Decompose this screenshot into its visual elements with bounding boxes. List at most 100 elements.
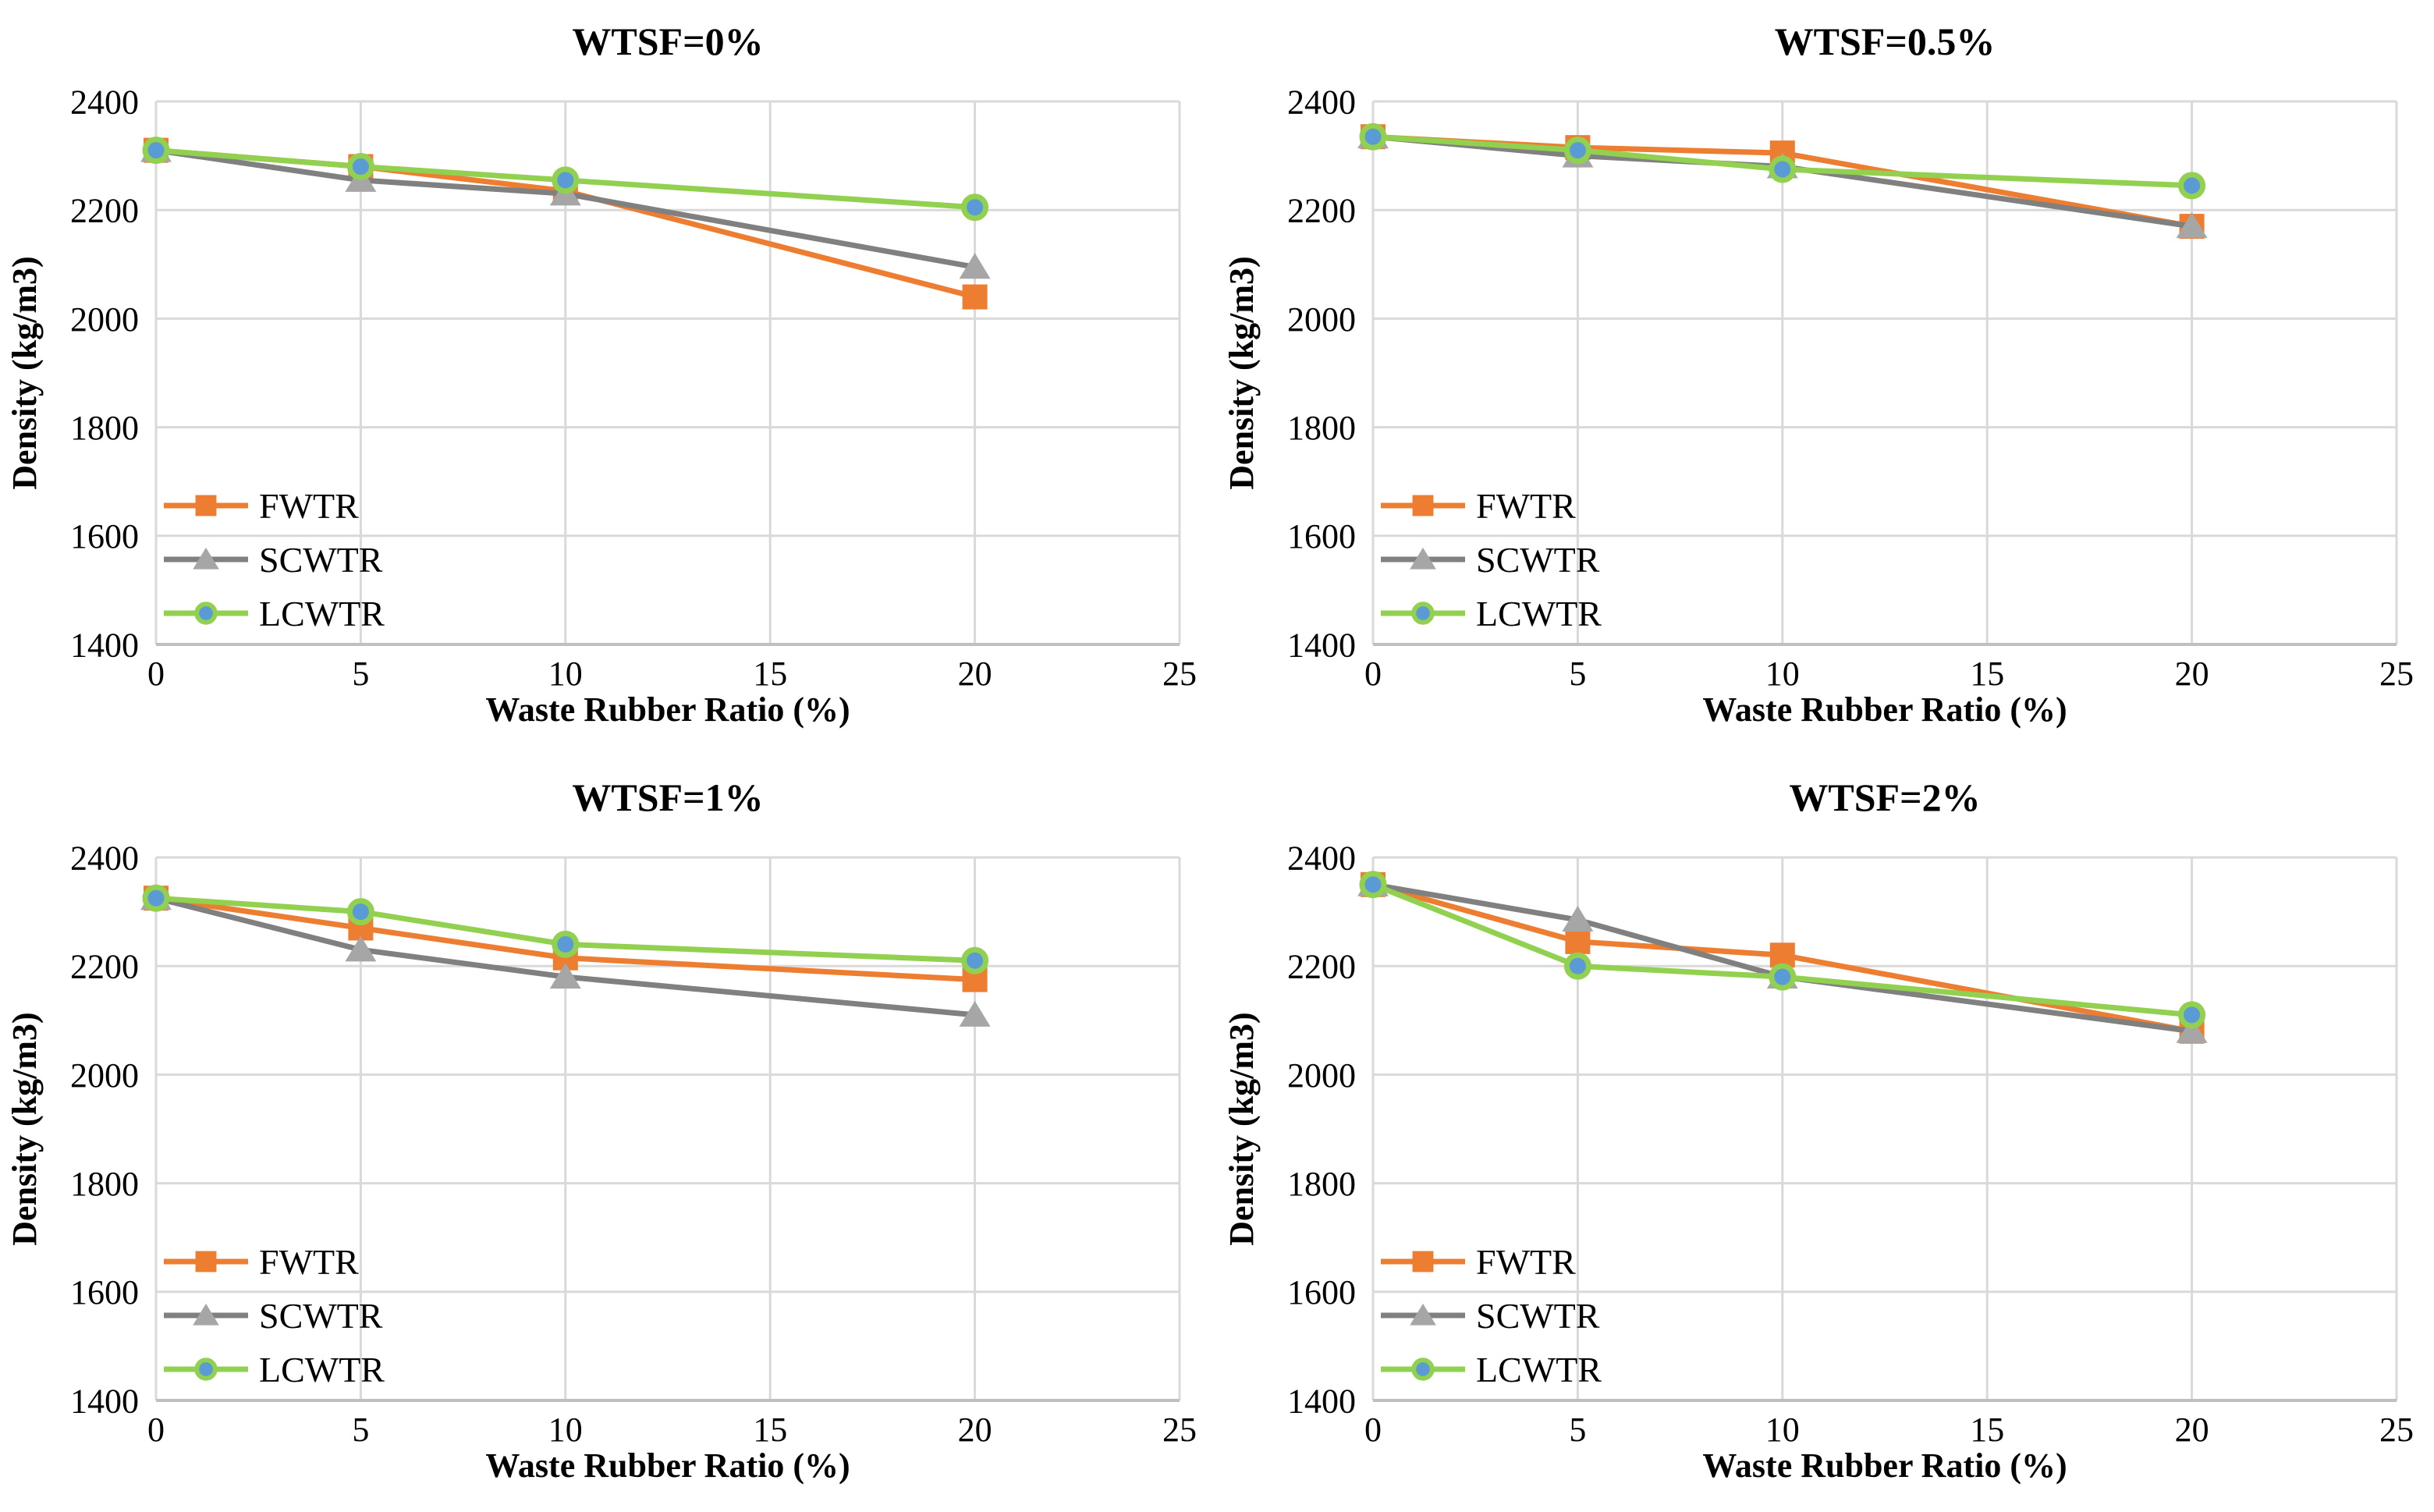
x-tick-label: 5 xyxy=(352,1411,369,1449)
marker-lcwtr xyxy=(552,166,580,194)
marker-scwtr xyxy=(2176,212,2208,239)
x-axis-title: Waste Rubber Ratio (%) xyxy=(485,690,850,729)
marker-lcwtr xyxy=(142,884,170,912)
marker-lcwtr xyxy=(961,193,989,222)
x-tick-label: 10 xyxy=(1765,655,1800,693)
y-tick-label: 1800 xyxy=(70,409,139,447)
y-tick-label: 2200 xyxy=(1287,192,1356,230)
x-axis-title: Waste Rubber Ratio (%) xyxy=(485,1446,850,1485)
y-tick-label: 2200 xyxy=(70,948,139,986)
series-line-lcwtr xyxy=(155,895,975,964)
chart-panel-wtsf-2: 1400 1600 1800 2000 2200 2400 0 5 10 15 20 25 WTSF=2… xyxy=(1217,756,2434,1512)
x-tick-label: 25 xyxy=(2379,655,2414,693)
y-tick-label: 2000 xyxy=(70,300,139,339)
legend-item-fwtr: FWTR xyxy=(1381,1242,1576,1282)
marker-lcwtr xyxy=(1359,122,1387,151)
marker-scwtr xyxy=(345,935,377,962)
legend-marker xyxy=(1411,1358,1435,1381)
y-tick-label: 1600 xyxy=(1287,1273,1356,1311)
legend-marker xyxy=(1410,1303,1436,1326)
y-tick-label: 1600 xyxy=(70,1273,139,1311)
legend-label: LCWTR xyxy=(1476,1350,1602,1390)
chart-svg-wtsf-0: 1400 1600 1800 2000 2200 2400 0 5 10 15 20 25 WTSF=0… xyxy=(5,20,1197,729)
y-tick-label: 2200 xyxy=(1287,948,1356,986)
marker-lcwtr xyxy=(142,137,170,165)
marker-fwtr xyxy=(962,284,988,310)
legend-label: SCWTR xyxy=(1476,540,1600,580)
y-tick-label: 2400 xyxy=(70,839,139,877)
legend-item-scwtr: SCWTR xyxy=(1381,540,1600,580)
x-tick-label: 0 xyxy=(1364,1411,1382,1449)
x-tick-label: 20 xyxy=(958,655,992,693)
marker-fwtr xyxy=(1565,928,1591,954)
x-axis-title: Waste Rubber Ratio (%) xyxy=(1702,1446,2067,1485)
y-axis-title: Density (kg/m3) xyxy=(1222,1012,1261,1245)
chart-svg-wtsf-0-5: 1400 1600 1800 2000 2200 2400 0 5 10 15 20 25 WTSF=0… xyxy=(1222,20,2414,729)
y-tick-label: 2400 xyxy=(1287,83,1356,121)
legend-marker xyxy=(194,1358,218,1381)
series-line-lcwtr xyxy=(1372,133,2192,189)
x-tick-label: 15 xyxy=(1970,1411,2004,1449)
legend-label: LCWTR xyxy=(1476,594,1602,634)
x-tick-label: 5 xyxy=(352,655,369,693)
chart-panel-wtsf-0-5: 1400 1600 1800 2000 2200 2400 0 5 10 15 20 25 WTSF=0… xyxy=(1217,0,2434,756)
legend-marker xyxy=(195,495,217,516)
y-tick-label: 1800 xyxy=(1287,1165,1356,1203)
marker-lcwtr xyxy=(346,898,374,926)
x-tick-label: 10 xyxy=(548,655,583,693)
legend-marker xyxy=(195,1251,217,1272)
marker-lcwtr xyxy=(2178,1001,2206,1029)
x-tick-label: 0 xyxy=(147,655,165,693)
chart-title: WTSF=0.5% xyxy=(1775,20,1996,63)
x-tick-label: 10 xyxy=(548,1411,583,1449)
y-tick-label: 2000 xyxy=(1287,300,1356,339)
marker-lcwtr xyxy=(1563,137,1591,165)
series-line-lcwtr xyxy=(155,147,975,211)
chart-panel-wtsf-1: 1400 1600 1800 2000 2200 2400 0 5 10 15 20 25 WTSF=1… xyxy=(0,756,1217,1512)
chart-title: WTSF=2% xyxy=(1789,776,1980,819)
y-tick-label: 2000 xyxy=(1287,1056,1356,1095)
legend-marker xyxy=(1412,1251,1434,1272)
legend-item-lcwtr: LCWTR xyxy=(164,1350,385,1390)
marker-scwtr xyxy=(959,253,991,279)
series-line-lcwtr xyxy=(1371,882,2192,1018)
x-tick-label: 25 xyxy=(1162,1411,1197,1449)
marker-scwtr xyxy=(2176,1017,2208,1043)
marker-lcwtr xyxy=(2178,172,2206,200)
y-axis-title: Density (kg/m3) xyxy=(5,1012,44,1245)
y-tick-label: 2400 xyxy=(1287,839,1356,877)
legend-item-scwtr: SCWTR xyxy=(164,1296,383,1336)
legend-label: FWTR xyxy=(1476,486,1576,526)
chart-svg-wtsf-2: 1400 1600 1800 2000 2200 2400 0 5 10 15 20 25 WTSF=2… xyxy=(1222,776,2414,1485)
legend-marker xyxy=(193,547,219,570)
y-tick-label: 2000 xyxy=(70,1056,139,1095)
marker-lcwtr xyxy=(346,153,374,181)
legend-marker xyxy=(193,1303,219,1326)
x-tick-label: 10 xyxy=(1765,1411,1800,1449)
legend-marker xyxy=(194,602,218,625)
legend-label: SCWTR xyxy=(259,1296,383,1336)
marker-scwtr xyxy=(959,1000,991,1027)
legend-item-lcwtr: LCWTR xyxy=(164,594,385,634)
x-tick-label: 25 xyxy=(2379,1411,2414,1449)
legend-label: FWTR xyxy=(259,1242,359,1282)
y-axis-title: Density (kg/m3) xyxy=(5,256,44,489)
y-tick-label: 1800 xyxy=(70,1165,139,1203)
legend-label: LCWTR xyxy=(259,1350,385,1390)
x-tick-label: 20 xyxy=(2175,1411,2209,1449)
legend-label: FWTR xyxy=(1476,1242,1576,1282)
legend-item-fwtr: FWTR xyxy=(164,486,359,526)
series-line-scwtr xyxy=(155,895,975,1018)
x-tick-label: 20 xyxy=(958,1411,992,1449)
legend-item-scwtr: SCWTR xyxy=(164,540,383,580)
legend-label: SCWTR xyxy=(259,540,383,580)
x-tick-label: 0 xyxy=(1364,655,1382,693)
marker-scwtr xyxy=(1562,906,1594,932)
x-tick-label: 25 xyxy=(1162,655,1197,693)
legend-item-scwtr: SCWTR xyxy=(1381,1296,1600,1336)
legend-item-fwtr: FWTR xyxy=(1381,486,1576,526)
legend-label: SCWTR xyxy=(1476,1296,1600,1336)
marker-lcwtr xyxy=(1563,952,1591,980)
x-tick-label: 5 xyxy=(1569,655,1586,693)
